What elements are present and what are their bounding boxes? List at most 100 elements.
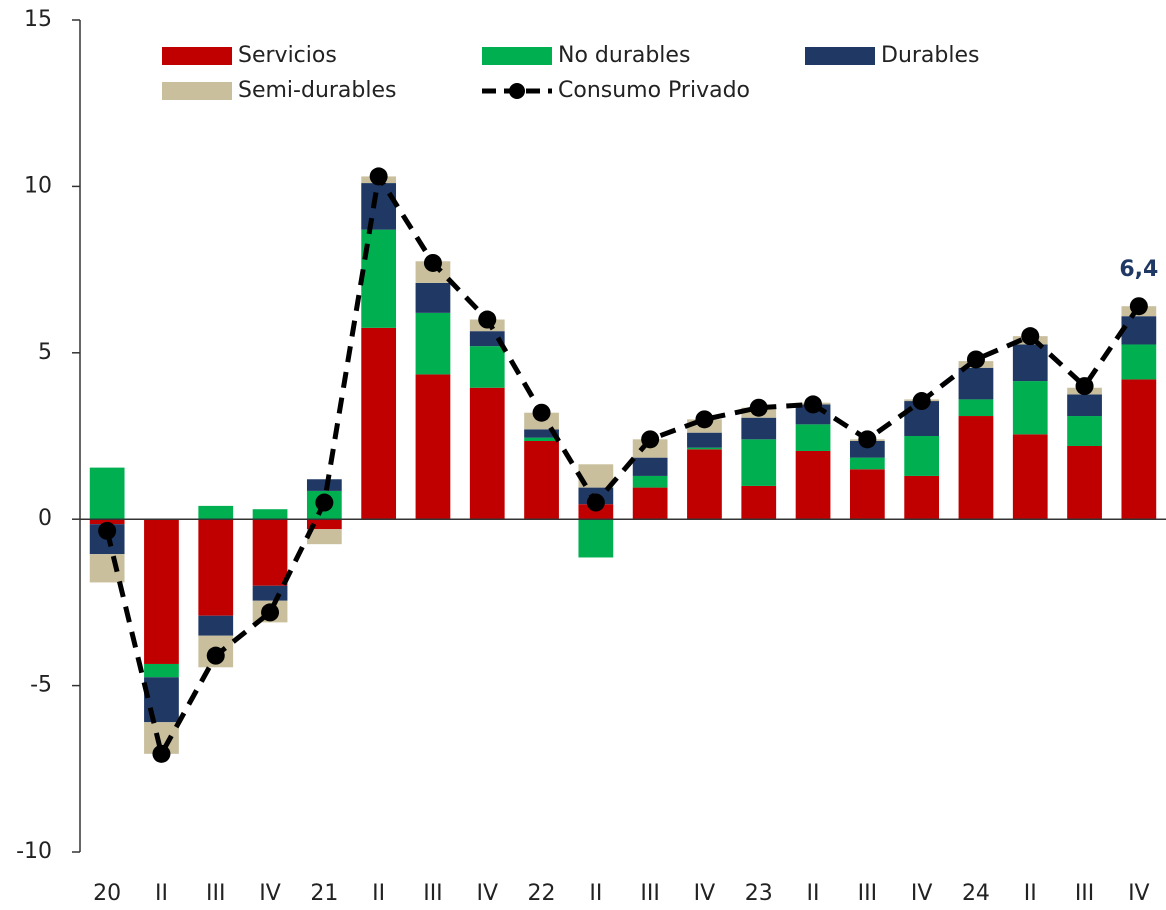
bar-segment (198, 615, 234, 636)
legend-label: Durables (881, 43, 979, 68)
bar-segment (632, 475, 668, 488)
line-marker (152, 744, 171, 763)
line-marker (641, 430, 660, 449)
legend-swatch (162, 82, 232, 100)
bar-segment (89, 467, 125, 520)
bar-segment (687, 447, 722, 450)
bar-segment (252, 519, 288, 586)
x-tick-label: IV (259, 881, 281, 906)
legend-label: No durables (558, 43, 690, 68)
x-tick-label: IV (1128, 881, 1150, 906)
bar-segment (415, 312, 451, 375)
bar-segment (144, 677, 179, 723)
line-marker (1021, 327, 1040, 346)
legend-swatch (162, 47, 232, 65)
line-marker (966, 350, 985, 369)
bar-segment (361, 327, 397, 520)
bar-segment (849, 440, 885, 458)
bar-segment (524, 429, 559, 438)
legend-label: Consumo Privado (558, 78, 750, 103)
x-tick-label: IV (694, 881, 716, 906)
x-tick-label: II (155, 881, 168, 906)
line-marker (804, 395, 823, 414)
bar-segment (524, 437, 559, 441)
bar-segment (306, 479, 342, 491)
bar-segment (849, 457, 885, 470)
bar-segment (795, 424, 831, 451)
x-tick-label: 20 (93, 881, 121, 906)
line-marker (315, 493, 334, 512)
bar-segment (252, 585, 288, 601)
y-tick-label: 10 (24, 173, 52, 198)
line-marker (206, 646, 225, 665)
line-marker (749, 398, 768, 417)
y-tick-label: 5 (38, 340, 52, 365)
line-marker (423, 253, 442, 272)
bar-segment (904, 475, 940, 520)
bar-segment (1012, 381, 1048, 435)
bar-segment (632, 487, 668, 520)
bar-segment (1121, 344, 1157, 380)
bar-segment (578, 519, 614, 558)
y-tick-label: 0 (38, 506, 52, 531)
bar-segment (741, 439, 777, 486)
bar-segment (687, 432, 722, 448)
bar-segment (469, 331, 505, 347)
line (104, 169, 1141, 761)
bar-segment (89, 554, 125, 583)
bar-segment (1012, 344, 1048, 382)
bar-segment (795, 450, 831, 520)
data-label: 6,4 (1119, 257, 1158, 282)
y-tick-label: -10 (16, 839, 52, 864)
legend-label: Servicios (238, 43, 337, 68)
bar-segment (361, 183, 397, 230)
bar-segment (1067, 416, 1102, 446)
bar-segment (415, 261, 451, 283)
bar-segment (89, 519, 125, 525)
x-tick-label: III (858, 881, 877, 906)
bar-segment (469, 387, 505, 520)
x-tick-label: 23 (745, 881, 773, 906)
bar-segment (632, 457, 668, 476)
bar-segment (849, 469, 885, 520)
x-tick-label: III (640, 881, 659, 906)
line-marker (1075, 377, 1094, 396)
line-marker (369, 167, 388, 186)
bar-segment (741, 485, 777, 520)
x-tick-label: IV (911, 881, 933, 906)
bar-segment (578, 464, 614, 488)
y-tick-label: -5 (30, 673, 52, 698)
legend-swatch (482, 47, 552, 65)
bar-segment (958, 416, 994, 520)
bar-segment (1121, 379, 1157, 520)
x-tick-label: IV (476, 881, 498, 906)
x-tick-label: 24 (962, 881, 990, 906)
bar-segment (578, 504, 614, 520)
y-tick-label: 15 (24, 7, 52, 32)
line-marker (478, 310, 497, 329)
line-marker (98, 521, 117, 540)
line-marker (1129, 297, 1148, 316)
legend-swatch (805, 47, 875, 65)
x-tick-label: II (372, 881, 385, 906)
bar-segment (306, 519, 342, 530)
bar-segment (632, 439, 668, 458)
bar-segment (144, 663, 179, 678)
x-tick-label: 22 (528, 881, 556, 906)
x-tick-label: 21 (310, 881, 338, 906)
bar-segment (524, 440, 559, 520)
legend-marker (509, 83, 525, 99)
x-tick-label: III (1075, 881, 1094, 906)
bar-segment (1121, 316, 1157, 345)
bar-segment (198, 519, 234, 616)
line-marker (912, 392, 931, 411)
bar-segment (198, 505, 234, 520)
line-marker (695, 410, 714, 429)
legend-label: Semi-durables (238, 78, 397, 103)
bar-segment (144, 519, 179, 664)
x-tick-label: III (206, 881, 225, 906)
bar-segment (958, 399, 994, 417)
bar-segment (415, 374, 451, 520)
bar-segment (415, 282, 451, 313)
